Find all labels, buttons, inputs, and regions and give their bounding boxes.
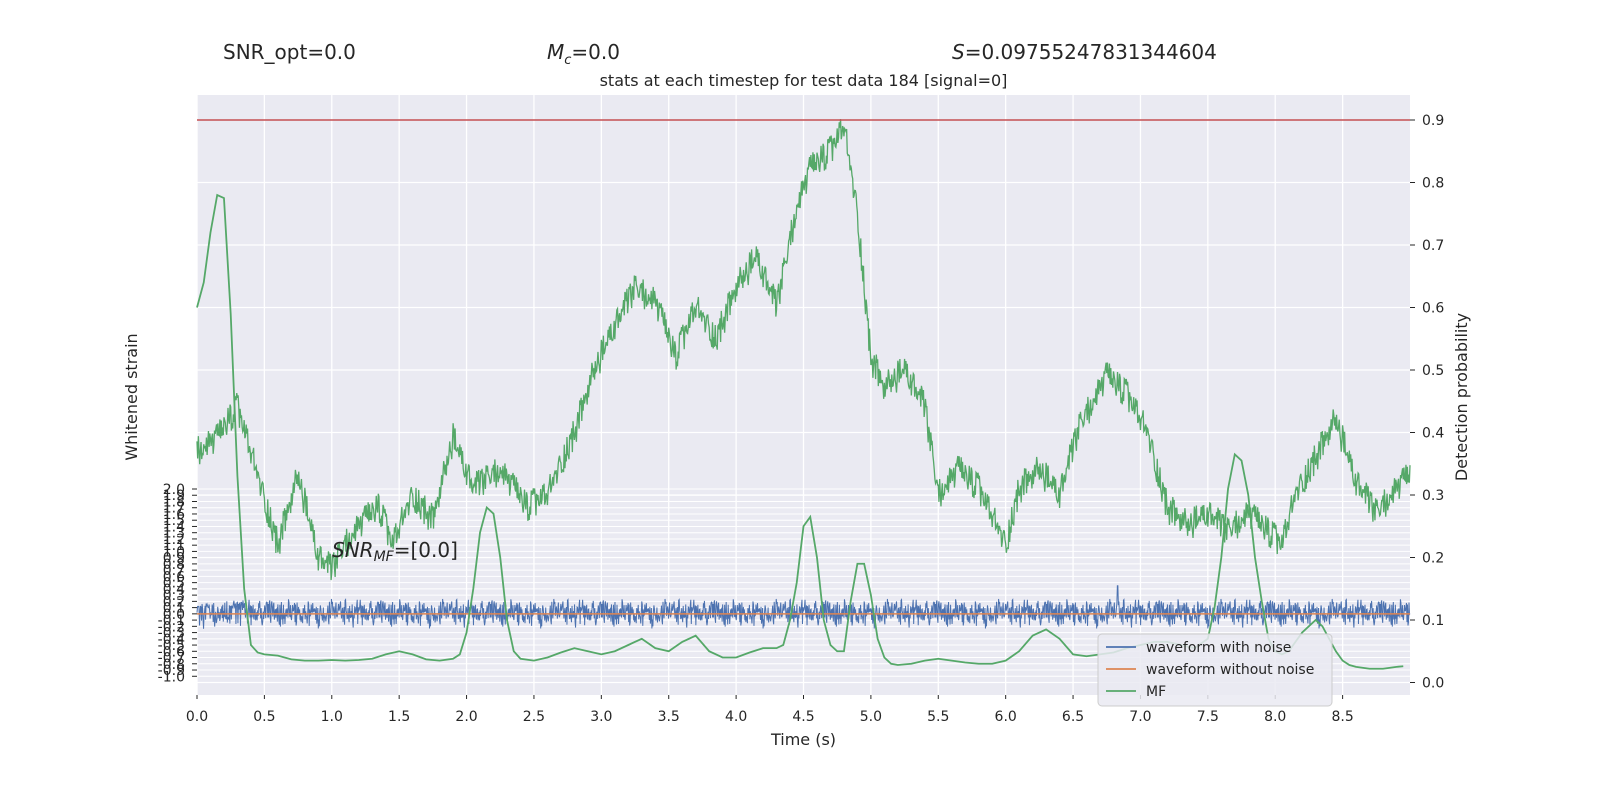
right-axis-label: Detection probability — [1452, 313, 1471, 481]
left-tick-label: 0.1 — [163, 601, 185, 617]
left-tick-label: 0.0 — [163, 607, 185, 623]
chirp-mass-subscript: c — [564, 53, 572, 68]
chirp-mass-label: Mc=0.0 — [547, 40, 620, 68]
left-tick-label: 0.6 — [163, 569, 185, 585]
x-tick-label: 4.5 — [792, 709, 814, 725]
left-tick-label: 2.0 — [163, 482, 185, 498]
left-tick-label: 1.8 — [163, 494, 185, 510]
left-tick-label: 0.2 — [163, 594, 185, 610]
left-tick-label: -0.6 — [158, 644, 185, 660]
left-tick-label: 0.4 — [163, 582, 185, 598]
chart-title: stats at each timestep for test data 184… — [600, 71, 1008, 90]
snr-opt-label: SNR_opt=0.0 — [223, 40, 356, 64]
left-tick-label: 1.9 — [163, 488, 185, 504]
legend-label: waveform with noise — [1146, 640, 1291, 656]
s-stat-symbol: S — [952, 40, 965, 64]
left-tick-label: 0.9 — [163, 551, 185, 567]
series-mf — [196, 193, 1404, 670]
left-tick-label: -0.7 — [158, 651, 185, 667]
left-tick-label: 1.2 — [163, 532, 185, 548]
x-tick-label: 3.0 — [590, 709, 612, 725]
x-tick-label: 3.5 — [658, 709, 680, 725]
right-tick-label: 0.0 — [1422, 676, 1444, 692]
x-tick-label: 0.0 — [186, 709, 208, 725]
x-axis-label: Time (s) — [770, 730, 836, 749]
x-tick-label: 1.0 — [321, 709, 343, 725]
left-tick-label: -0.4 — [158, 632, 185, 648]
x-tick-label: 7.5 — [1197, 709, 1219, 725]
x-tick-label: 0.5 — [253, 709, 275, 725]
chirp-mass-symbol: M — [547, 40, 565, 64]
left-tick-label: 1.0 — [163, 544, 185, 560]
legend-label: waveform without noise — [1146, 662, 1314, 678]
series-detection-stats — [196, 119, 1411, 581]
left-tick-label: 0.7 — [163, 563, 185, 579]
s-stat-label: S=0.09755247831344604 — [952, 40, 1217, 64]
left-tick-label: 0.5 — [163, 576, 185, 592]
right-tick-label: 0.4 — [1422, 426, 1444, 442]
right-tick-label: 0.6 — [1422, 301, 1444, 317]
right-tick-label: 0.8 — [1422, 176, 1444, 192]
x-tick-label: 8.0 — [1264, 709, 1286, 725]
left-axis-label: Whitened strain — [122, 333, 141, 460]
left-tick-label: 1.3 — [163, 526, 185, 542]
legend-label: MF — [1146, 684, 1166, 700]
x-tick-label: 8.5 — [1331, 709, 1353, 725]
left-tick-label: 0.8 — [163, 557, 185, 573]
right-tick-label: 0.1 — [1422, 613, 1444, 629]
left-tick-label: 1.5 — [163, 513, 185, 529]
left-tick-label: -1.0 — [158, 669, 185, 685]
left-tick-label: -0.8 — [158, 657, 185, 673]
left-tick-label: 0.3 — [163, 588, 185, 604]
left-tick-label: -0.5 — [158, 638, 185, 654]
legend-box — [1097, 633, 1333, 707]
chirp-mass-value: =0.0 — [571, 40, 620, 64]
left-tick-label: 1.4 — [163, 519, 185, 535]
series-waveform-with-noise — [196, 585, 1411, 629]
left-tick-label: -0.3 — [158, 626, 185, 642]
right-tick-label: 0.2 — [1422, 551, 1444, 567]
x-tick-label: 2.5 — [523, 709, 545, 725]
right-tick-label: 0.9 — [1422, 113, 1444, 129]
left-tick-label: -0.9 — [158, 663, 185, 679]
right-tick-label: 0.7 — [1422, 238, 1444, 254]
left-tick-label: -0.2 — [158, 619, 185, 635]
snr-mf-annotation: SNRMF=[0.0] — [332, 538, 458, 565]
x-tick-label: 6.0 — [995, 709, 1017, 725]
right-tick-label: 0.3 — [1422, 488, 1444, 504]
left-tick-label: 1.1 — [163, 538, 185, 554]
right-tick-label: 0.5 — [1422, 363, 1444, 379]
x-tick-label: 5.0 — [860, 709, 882, 725]
s-stat-value: =0.09755247831344604 — [964, 40, 1217, 64]
x-tick-label: 6.5 — [1062, 709, 1084, 725]
x-tick-label: 7.0 — [1129, 709, 1151, 725]
left-tick-label: 1.6 — [163, 507, 185, 523]
x-tick-label: 1.5 — [388, 709, 410, 725]
x-tick-label: 5.5 — [927, 709, 949, 725]
x-tick-label: 4.0 — [725, 709, 747, 725]
left-tick-label: -0.1 — [158, 613, 185, 629]
x-tick-label: 2.0 — [455, 709, 477, 725]
left-tick-label: 1.7 — [163, 501, 185, 517]
